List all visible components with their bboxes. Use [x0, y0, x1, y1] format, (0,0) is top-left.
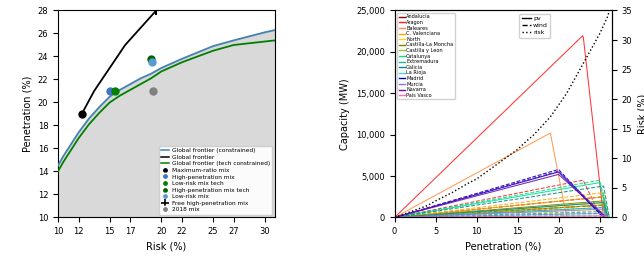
Polygon shape [58, 30, 275, 217]
Text: (a): (a) [158, 261, 175, 262]
Text: (b): (b) [495, 261, 511, 262]
Legend: pv, wind, risk: pv, wind, risk [519, 14, 551, 38]
X-axis label: Penetration (%): Penetration (%) [465, 242, 542, 252]
Y-axis label: Risk (%): Risk (%) [638, 94, 644, 134]
X-axis label: Risk (%): Risk (%) [146, 242, 187, 252]
Y-axis label: Capacity (MW): Capacity (MW) [341, 78, 350, 150]
Y-axis label: Penetration (%): Penetration (%) [22, 76, 32, 152]
Legend: Global frontier (constrained), Global frontier, Global frontier (tech constraine: Global frontier (constrained), Global fr… [159, 146, 272, 215]
